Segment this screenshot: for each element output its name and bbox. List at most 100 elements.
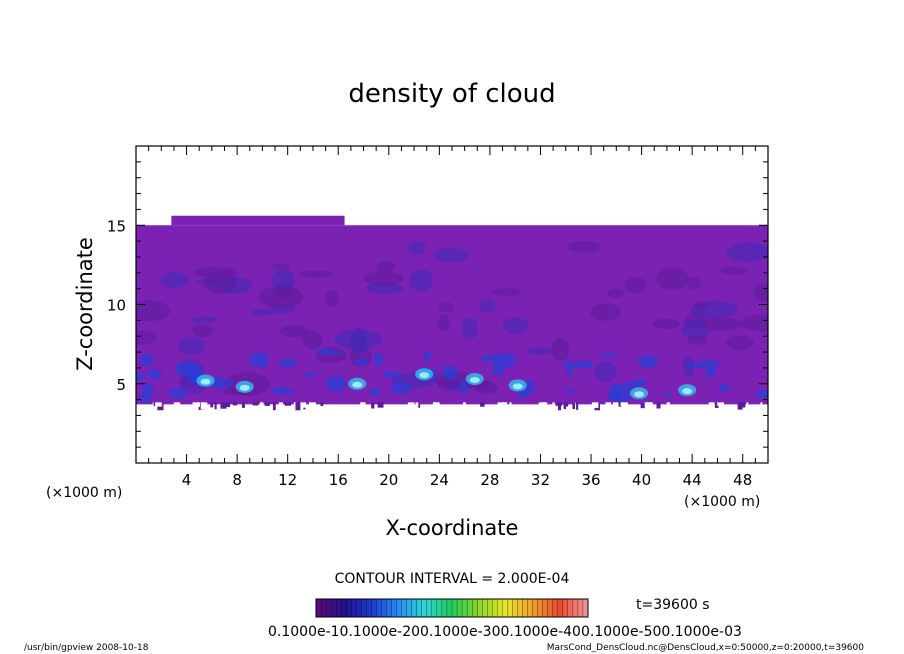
field-base-texture	[259, 402, 264, 408]
field-patch	[334, 329, 382, 350]
colorbar-swatch	[391, 598, 398, 618]
field-patch	[567, 240, 602, 253]
y-axis-label: Z-coordinate	[73, 237, 97, 371]
field-cell	[423, 350, 431, 361]
y-tick-label: 10	[107, 297, 126, 315]
colorbar-swatch	[396, 598, 403, 618]
colorbar-swatch	[416, 598, 423, 618]
x-tick-label: 8	[232, 471, 242, 489]
field-base-texture	[241, 402, 245, 408]
field-core-highlight	[419, 372, 430, 379]
field-base-texture	[252, 402, 259, 406]
field-cell	[284, 388, 294, 395]
field-cell	[321, 350, 345, 355]
colorbar-swatch	[492, 598, 498, 618]
field-base-texture	[433, 402, 437, 411]
field-cell	[249, 352, 269, 367]
field-cell	[492, 353, 517, 368]
colorbar-swatch	[386, 598, 393, 618]
field-cell	[718, 383, 730, 393]
field-cell	[598, 353, 617, 358]
field-patch	[725, 335, 754, 351]
colorbar-swatch	[572, 598, 579, 618]
field-base-texture	[760, 402, 763, 408]
field-cell	[697, 360, 720, 370]
field-cell	[174, 361, 197, 377]
colorbar-swatch	[582, 598, 589, 618]
field-cell	[278, 358, 297, 368]
field-patch	[655, 267, 689, 290]
colorbar-swatch	[320, 598, 327, 618]
colorbar-swatch	[552, 598, 559, 618]
field-patch	[409, 269, 434, 292]
field-patch	[250, 309, 275, 316]
field-base-texture	[541, 402, 548, 410]
field-base-texture	[497, 402, 505, 410]
field-patch	[191, 316, 219, 323]
field-base-texture	[563, 402, 569, 407]
colorbar-swatch	[461, 598, 468, 618]
field-base-texture	[618, 402, 623, 407]
colorbar-swatch	[527, 598, 534, 618]
axis-ticks	[136, 146, 768, 463]
field-patch	[479, 299, 496, 313]
field-base-texture	[415, 402, 419, 408]
colorbar-swatch	[426, 598, 433, 618]
field-patch	[279, 325, 310, 338]
field-cell	[684, 363, 704, 368]
field-base-texture	[642, 402, 649, 410]
field-base-texture	[708, 402, 715, 408]
field-base-texture	[361, 402, 366, 409]
field-patch	[651, 318, 680, 330]
field-patch	[178, 336, 206, 355]
field-cell	[139, 353, 154, 366]
field-cell	[382, 371, 400, 378]
field-patch	[324, 290, 339, 308]
x-unit-left: (×1000 m)	[46, 485, 122, 501]
x-tick-label: 36	[581, 471, 600, 489]
colorbar-swatch	[381, 598, 387, 618]
field-base-texture	[576, 402, 579, 410]
field-base-texture	[173, 402, 181, 409]
field-base-texture	[737, 402, 743, 410]
field-patch	[686, 276, 701, 290]
colorbar-swatch	[557, 598, 564, 618]
field-base-texture	[210, 402, 214, 408]
field-patch	[433, 248, 470, 263]
colorbar-swatch	[436, 598, 443, 618]
field-base-texture	[224, 402, 231, 408]
field-base-texture	[371, 402, 375, 409]
field-cell	[461, 379, 468, 396]
field-cell	[566, 387, 574, 394]
x-tick-label: 40	[632, 471, 651, 489]
colorbar-swatch	[325, 598, 332, 618]
field-patch	[686, 334, 708, 345]
field-patch	[720, 267, 748, 275]
field-base-texture	[278, 402, 283, 410]
field-core-highlight	[200, 378, 211, 385]
field-cell	[566, 362, 574, 377]
x-tick-label: 44	[683, 471, 702, 489]
colorbar-swatch	[577, 598, 584, 618]
colorbar-swatch	[341, 598, 347, 618]
field-patch	[363, 271, 404, 287]
cloud-density-field	[136, 215, 768, 411]
field-patch	[740, 314, 768, 332]
field-base-texture	[220, 402, 227, 409]
colorbar-swatch	[477, 598, 483, 618]
field-base-texture	[645, 402, 652, 407]
x-tick-label: 28	[480, 471, 499, 489]
contour-interval: CONTOUR INTERVAL = 2.000E-04	[335, 571, 570, 587]
field-base-texture	[284, 402, 292, 406]
x-tick-labels: 4 8 12 16 20 24 28 32 36 40 44 48	[182, 471, 752, 489]
field-base-texture	[192, 402, 198, 410]
field-base-texture	[717, 402, 725, 406]
field-patch	[376, 260, 396, 273]
colorbar-swatch	[522, 598, 529, 618]
colorbar-swatch	[451, 598, 458, 618]
field-base-texture	[214, 402, 217, 410]
field-cell	[610, 382, 623, 396]
colorbar-swatch	[517, 598, 523, 618]
y-tick-label: 5	[116, 376, 126, 394]
field-base-texture	[714, 402, 719, 408]
